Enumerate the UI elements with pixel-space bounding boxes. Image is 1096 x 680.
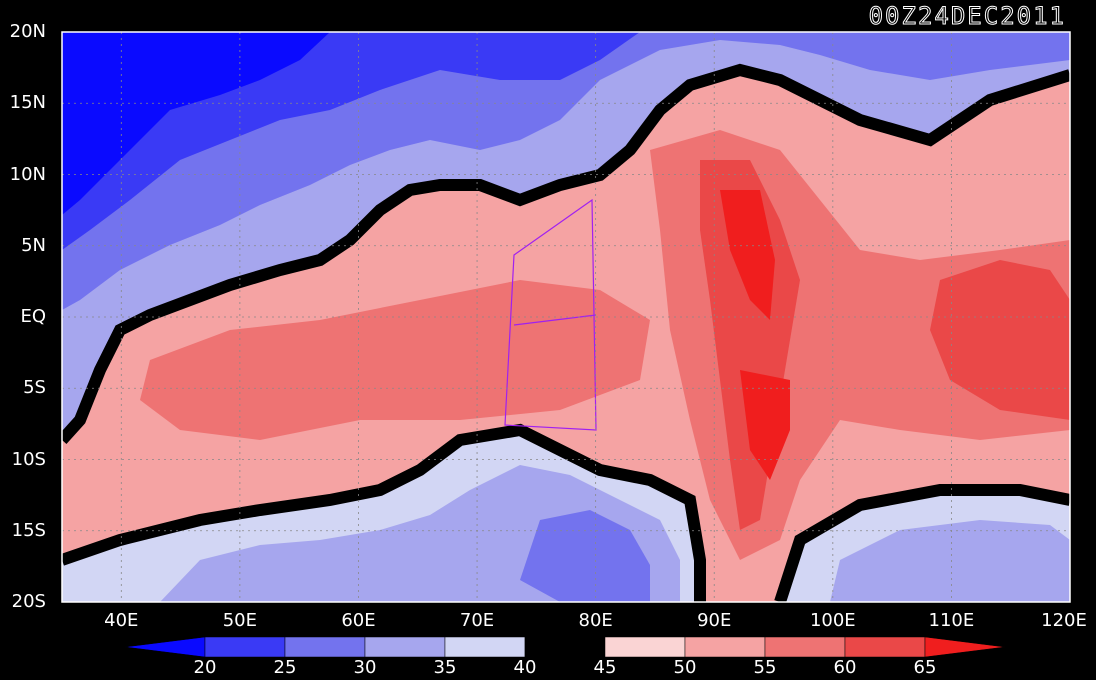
longitude-tick-label: 120E — [1041, 610, 1087, 631]
low-value-region-south-core — [520, 510, 650, 602]
latitude-tick-label: 15S — [11, 519, 46, 541]
highest-value-region-east — [700, 160, 800, 530]
latitude-tick-label: 5S — [23, 377, 46, 399]
high-value-region-west — [140, 280, 650, 440]
colorbar-level-label: 60 — [833, 657, 857, 678]
latitude-tick-label: 20S — [11, 591, 46, 612]
colorbar-segment — [284, 636, 366, 658]
colorbar-segment — [844, 636, 926, 658]
colorbar-level-label: 25 — [273, 657, 297, 678]
colorbar-arrow-high — [924, 636, 1006, 658]
colorbar-segment — [364, 636, 446, 658]
colorbar-segment — [604, 636, 686, 658]
boundary-band-north — [62, 63, 1070, 445]
colorbar-level-label: 50 — [673, 657, 697, 678]
longitude-tick-label: 110E — [928, 610, 975, 631]
latitude-tick-label: EQ — [20, 306, 46, 327]
colorbar-arrow-low — [124, 636, 206, 658]
colorbar-level-label: 45 — [593, 657, 617, 678]
latitude-tick-label: 5N — [21, 234, 46, 256]
shaded-field — [62, 32, 1070, 602]
colorbar-segment — [684, 636, 766, 658]
boundary-band-southeast — [774, 484, 1070, 602]
colorbar-level-label: 35 — [433, 657, 457, 678]
latitude-tick-label: 10S — [11, 448, 46, 470]
map-frame — [61, 31, 1071, 603]
latitude-tick-label: 20N — [9, 21, 46, 42]
boundary-band-south — [62, 423, 706, 602]
longitude-tick-label: 70E — [459, 610, 495, 631]
colorbar-segment — [524, 636, 606, 658]
longitude-tick-label: 50E — [222, 610, 258, 631]
longitude-tick-label: 100E — [809, 610, 856, 631]
colorbar-level-label: 55 — [753, 657, 777, 678]
peak-value-core — [720, 190, 775, 320]
latitude-tick-label: 15N — [9, 92, 46, 114]
longitude-tick-label: 90E — [697, 610, 732, 631]
colorbar-level-label: 30 — [353, 657, 377, 678]
colorbar — [124, 636, 1006, 658]
peak-value-core-south — [740, 370, 790, 480]
low-value-region-north-deep — [62, 32, 330, 215]
colorbar-level-label: 65 — [913, 657, 937, 678]
longitude-tick-label: 80E — [578, 610, 613, 631]
map-timestamp: 00Z24DEC2011 — [868, 2, 1066, 31]
colorbar-segment — [444, 636, 526, 658]
highest-value-region-far-east — [930, 260, 1070, 420]
colorbar-level-label: 20 — [193, 657, 217, 678]
colorbar-segment — [204, 636, 286, 658]
low-value-region-southeast-inner — [830, 520, 1070, 602]
colorbar-level-label: 40 — [513, 657, 537, 678]
longitude-tick-label: 60E — [341, 610, 376, 631]
longitude-tick-label: 40E — [104, 610, 139, 631]
colorbar-segment — [764, 636, 846, 658]
latitude-tick-label: 10N — [9, 163, 46, 185]
